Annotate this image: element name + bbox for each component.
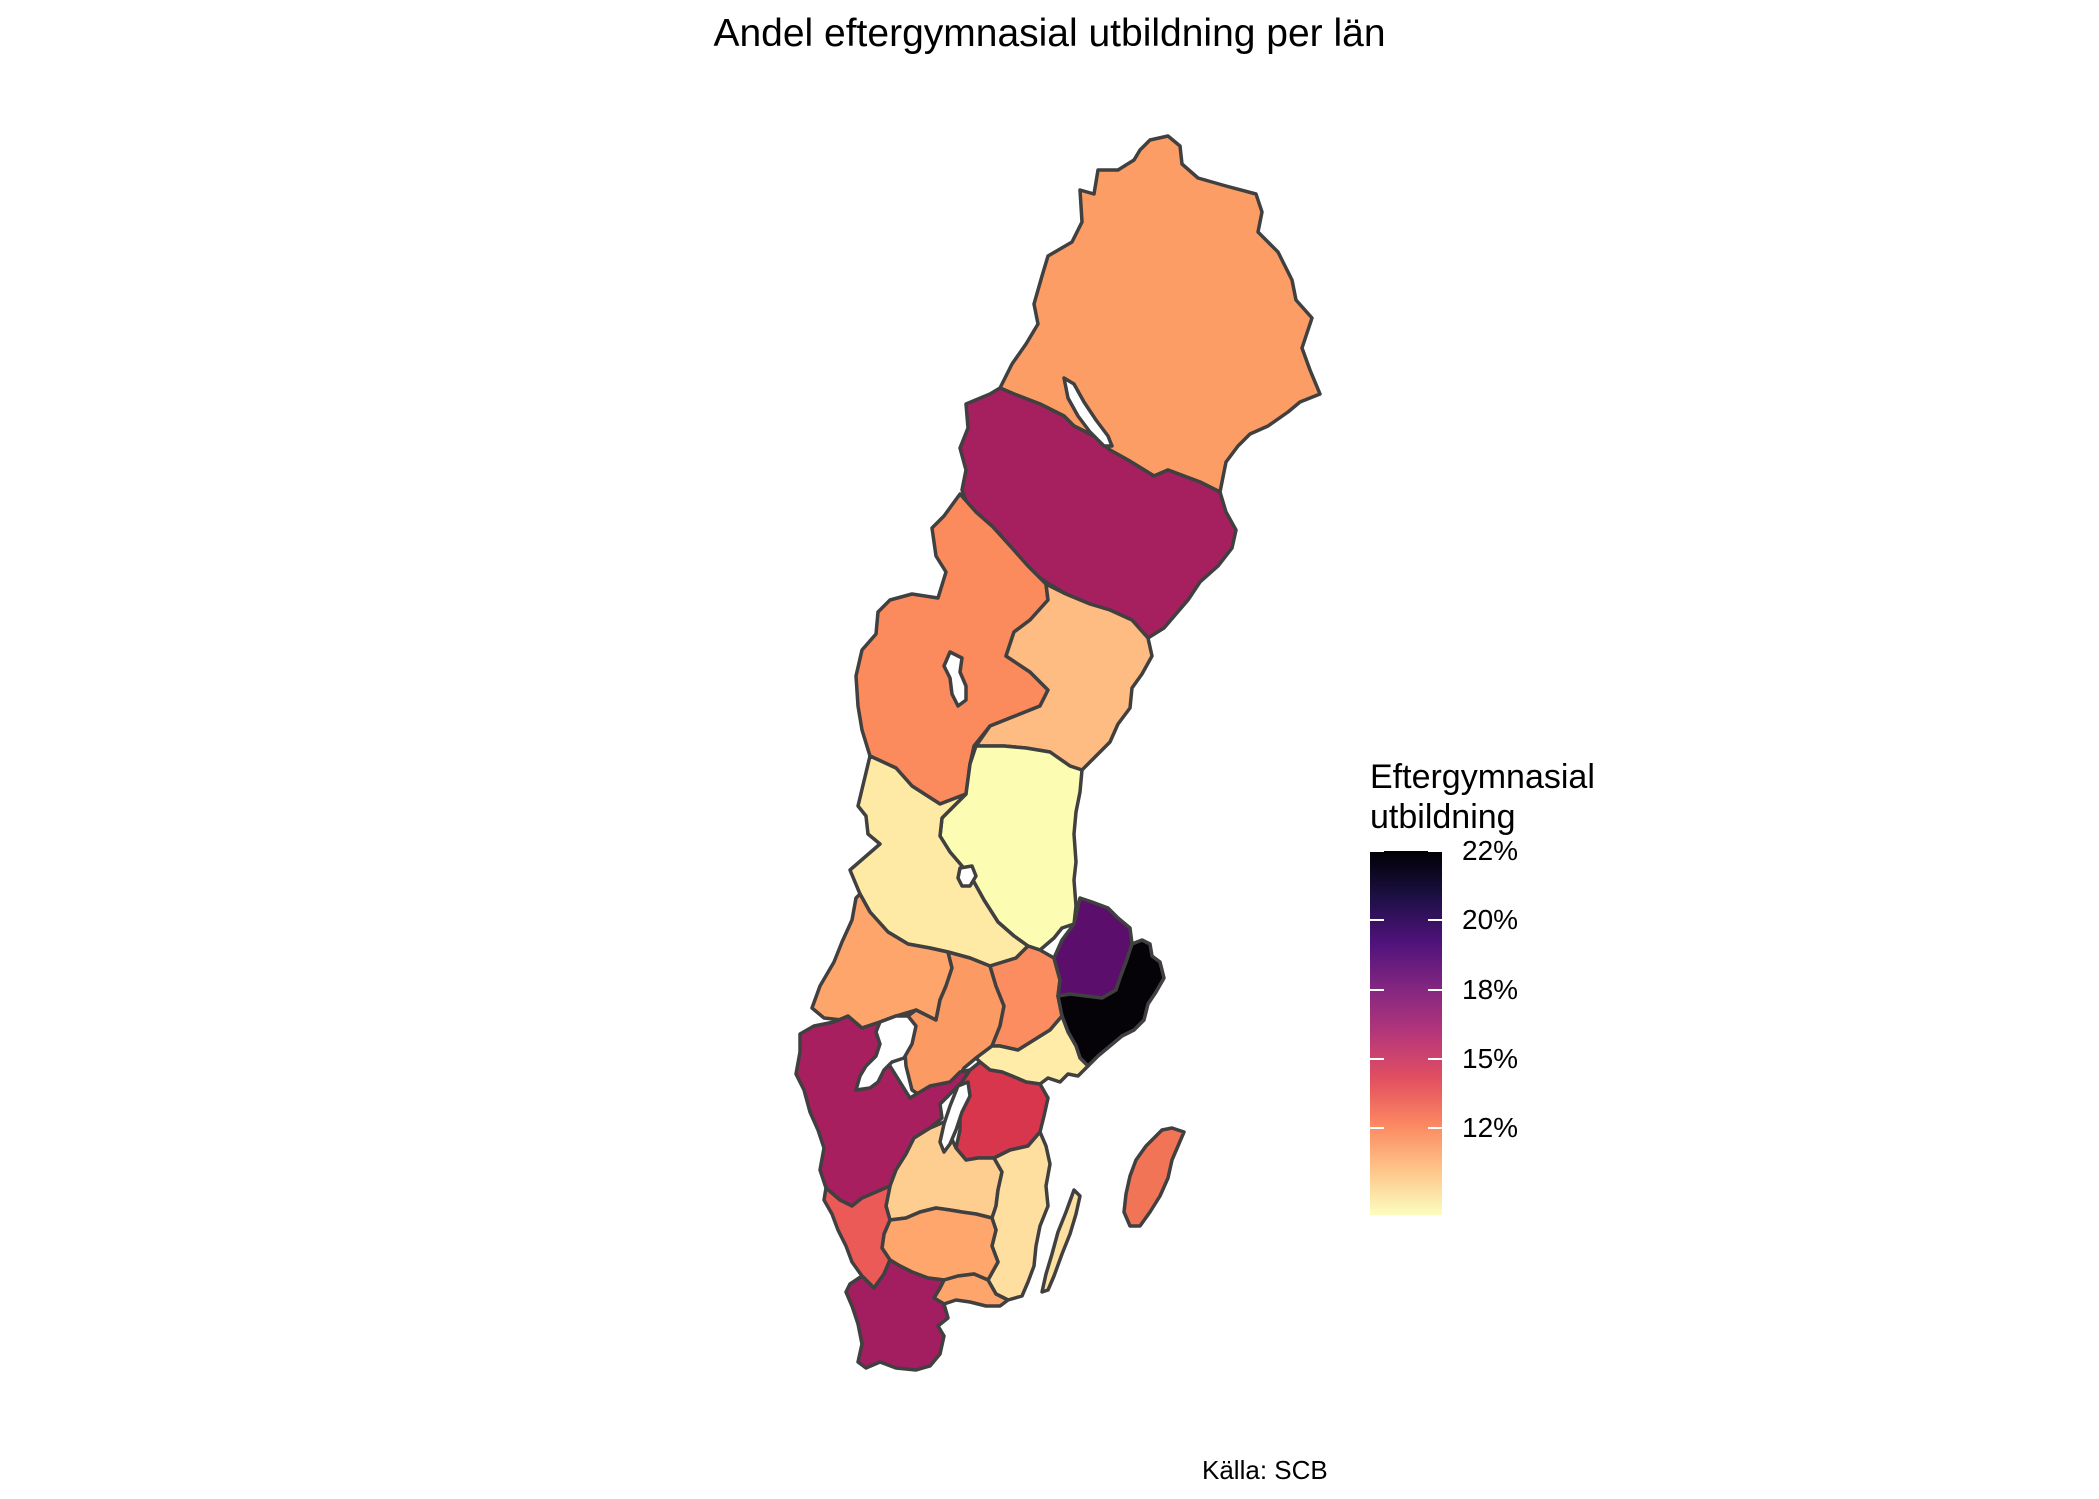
legend-tick-right (1428, 850, 1442, 852)
legend-tick-left (1370, 988, 1384, 991)
legend-title: Eftergymnasial utbildning (1370, 757, 1595, 837)
map-title: Andel eftergymnasial utbildning per län (713, 12, 1386, 55)
legend-gradient (1370, 851, 1442, 1215)
county-kalmar (986, 1130, 1052, 1302)
lake-siljan (956, 864, 978, 888)
county-stockholm (1056, 938, 1166, 1068)
legend-tick-left (1370, 1058, 1384, 1060)
county-oland (1040, 1188, 1082, 1294)
lake-vattern (938, 1080, 972, 1154)
color-legend: Eftergymnasial utbildning 22% 20% 18% 15… (1370, 757, 1670, 1227)
legend-tick-left (1370, 850, 1384, 852)
legend-label-12: 12% (1462, 1112, 1519, 1144)
legend-label-18: 18% (1462, 973, 1519, 1005)
legend-label-15: 15% (1462, 1043, 1519, 1074)
county-gotland (1122, 1126, 1186, 1228)
legend-title-line-2: utbildning (1370, 798, 1516, 836)
legend-tick-right (1428, 1127, 1442, 1130)
county-sodermanland (974, 1014, 1090, 1086)
county-skane (844, 1258, 950, 1372)
legend-tick-left (1370, 1127, 1384, 1130)
lake-north (1062, 376, 1114, 448)
county-halland (822, 1184, 892, 1290)
legend-label-20: 20% (1462, 904, 1519, 936)
legend-tick-right (1428, 1058, 1442, 1060)
lake-vanern (854, 1014, 918, 1092)
lake-storsjon (942, 650, 968, 708)
legend-tick-right (1428, 988, 1442, 991)
legend-title-line-1: Eftergymnasial (1370, 758, 1595, 796)
source-caption: Källa: SCB (1202, 1455, 1328, 1485)
legend-tick-right (1428, 919, 1442, 922)
legend-tick-left (1370, 919, 1384, 922)
legend-label-22: 22% (1462, 835, 1519, 866)
legend-colorbar (1370, 851, 1442, 1215)
